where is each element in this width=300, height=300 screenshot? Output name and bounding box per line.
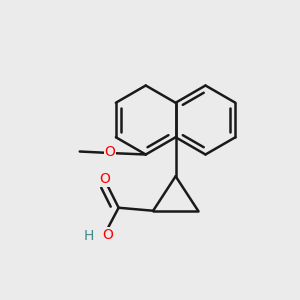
Text: O: O — [100, 172, 111, 186]
Text: H: H — [83, 229, 94, 243]
Text: O: O — [103, 228, 114, 242]
Text: O: O — [104, 145, 115, 158]
